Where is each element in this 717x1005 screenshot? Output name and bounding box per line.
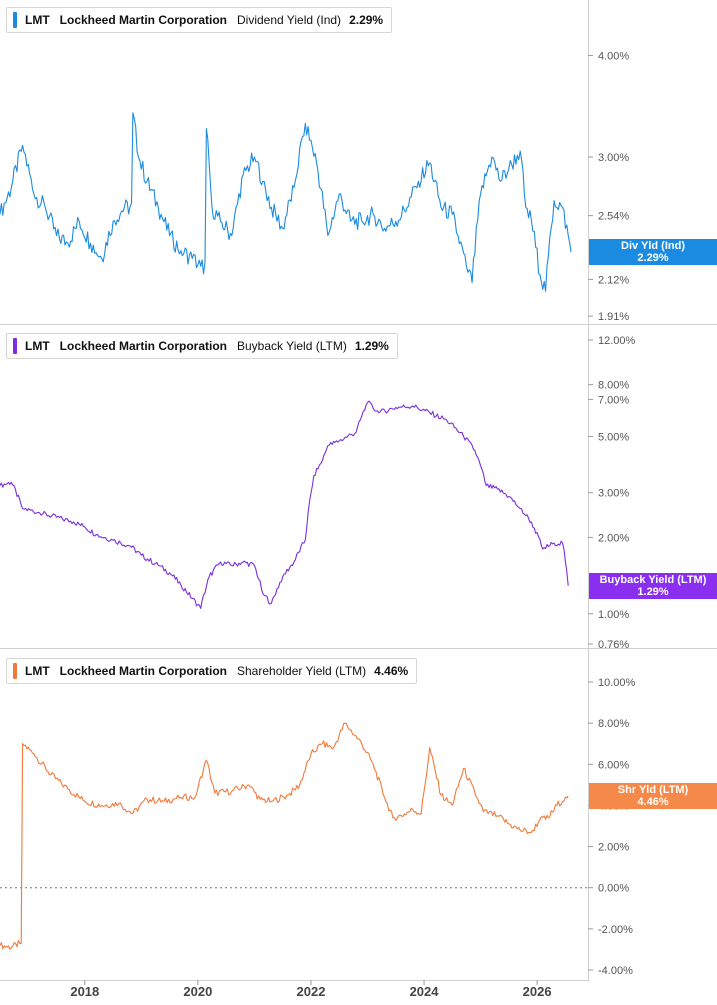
- y-tick-label: 3.00%: [598, 488, 629, 500]
- tag-value: 1.29%: [637, 586, 669, 598]
- legend-metric: Dividend Yield (Ind): [237, 13, 342, 27]
- x-tick-label: 2018: [70, 984, 99, 999]
- y-tick-label: -4.00%: [598, 965, 633, 977]
- y-tick-label: 1.91%: [598, 311, 629, 323]
- buyback-yield-panel: 12.00% 8.00% 7.00% 5.00% 3.00% 2.00% 1.00% 0.76…: [0, 335, 636, 651]
- tag-label: Shr Yld (LTM): [617, 784, 689, 796]
- legend-metric: Shareholder Yield (LTM): [237, 664, 367, 678]
- y-tick-label: 2.12%: [598, 274, 629, 286]
- series-swatch: [13, 12, 17, 28]
- legend-company: Lockheed Martin Corporation: [59, 13, 227, 27]
- legend-value: 1.29%: [354, 339, 389, 353]
- tag-label: Buyback Yield (LTM): [599, 574, 707, 586]
- y-tick-label: 2.00%: [598, 842, 629, 854]
- legend-value: 4.46%: [374, 664, 409, 678]
- y-tick-label: 12.00%: [598, 335, 636, 347]
- series-line: [0, 112, 572, 292]
- legend-ticker: LMT: [25, 664, 50, 678]
- tag-value: 2.29%: [637, 252, 669, 264]
- legend-value: 2.29%: [349, 13, 384, 27]
- legend-company: Lockheed Martin Corporation: [59, 339, 227, 353]
- y-tick-label: 0.76%: [598, 639, 629, 651]
- legend-buyback-yield[interactable]: LMT Lockheed Martin Corporation Buyback …: [6, 333, 398, 359]
- x-tick-label: 2020: [183, 984, 212, 999]
- current-value-tag-dividend: Div Yld (Ind) 2.29%: [589, 239, 717, 265]
- tag-value: 4.46%: [637, 796, 669, 808]
- x-tick-label: 2024: [410, 984, 440, 999]
- y-tick-label: 10.00%: [598, 677, 636, 689]
- current-value-tag-shareholder: Shr Yld (LTM) 4.46%: [589, 783, 717, 809]
- y-tick-label: 8.00%: [598, 718, 629, 730]
- series-line: [0, 400, 569, 609]
- y-tick-label: 6.00%: [598, 759, 629, 771]
- current-value-tag-buyback: Buyback Yield (LTM) 1.29%: [589, 573, 717, 599]
- y-tick-label: 3.00%: [598, 152, 629, 164]
- x-tick-label: 2026: [523, 984, 552, 999]
- y-tick-label: 5.00%: [598, 431, 629, 443]
- y-tick-label: -2.00%: [598, 924, 633, 936]
- x-tick-label: 2022: [297, 984, 326, 999]
- series-line: [0, 722, 569, 950]
- shareholder-yield-panel: 10.00%8.00%6.00%4.00%2.00%0.00%-2.00%-4.…: [0, 677, 636, 977]
- y-tick-label: 1.00%: [598, 609, 629, 621]
- y-tick-label: 4.00%: [598, 51, 629, 63]
- series-swatch: [13, 338, 17, 354]
- tag-label: Div Yld (Ind): [621, 240, 685, 252]
- legend-metric: Buyback Yield (LTM): [237, 339, 347, 353]
- x-axis: 2018 2020 2022 2024 2026: [70, 980, 552, 999]
- series-swatch: [13, 663, 17, 679]
- y-tick-label: 8.00%: [598, 380, 629, 392]
- legend-dividend-yield[interactable]: LMT Lockheed Martin Corporation Dividend…: [6, 7, 393, 33]
- y-tick-label: 7.00%: [598, 394, 629, 406]
- legend-ticker: LMT: [25, 13, 50, 27]
- y-tick-label: 2.54%: [598, 211, 629, 223]
- y-tick-label: 2.00%: [598, 532, 629, 544]
- y-tick-label: 0.00%: [598, 883, 629, 895]
- legend-shareholder-yield[interactable]: LMT Lockheed Martin Corporation Sharehol…: [6, 658, 418, 684]
- dividend-yield-panel: 4.00% 3.00% 2.54% 2.12% 1.91%: [0, 51, 629, 323]
- legend-ticker: LMT: [25, 339, 50, 353]
- legend-company: Lockheed Martin Corporation: [59, 664, 227, 678]
